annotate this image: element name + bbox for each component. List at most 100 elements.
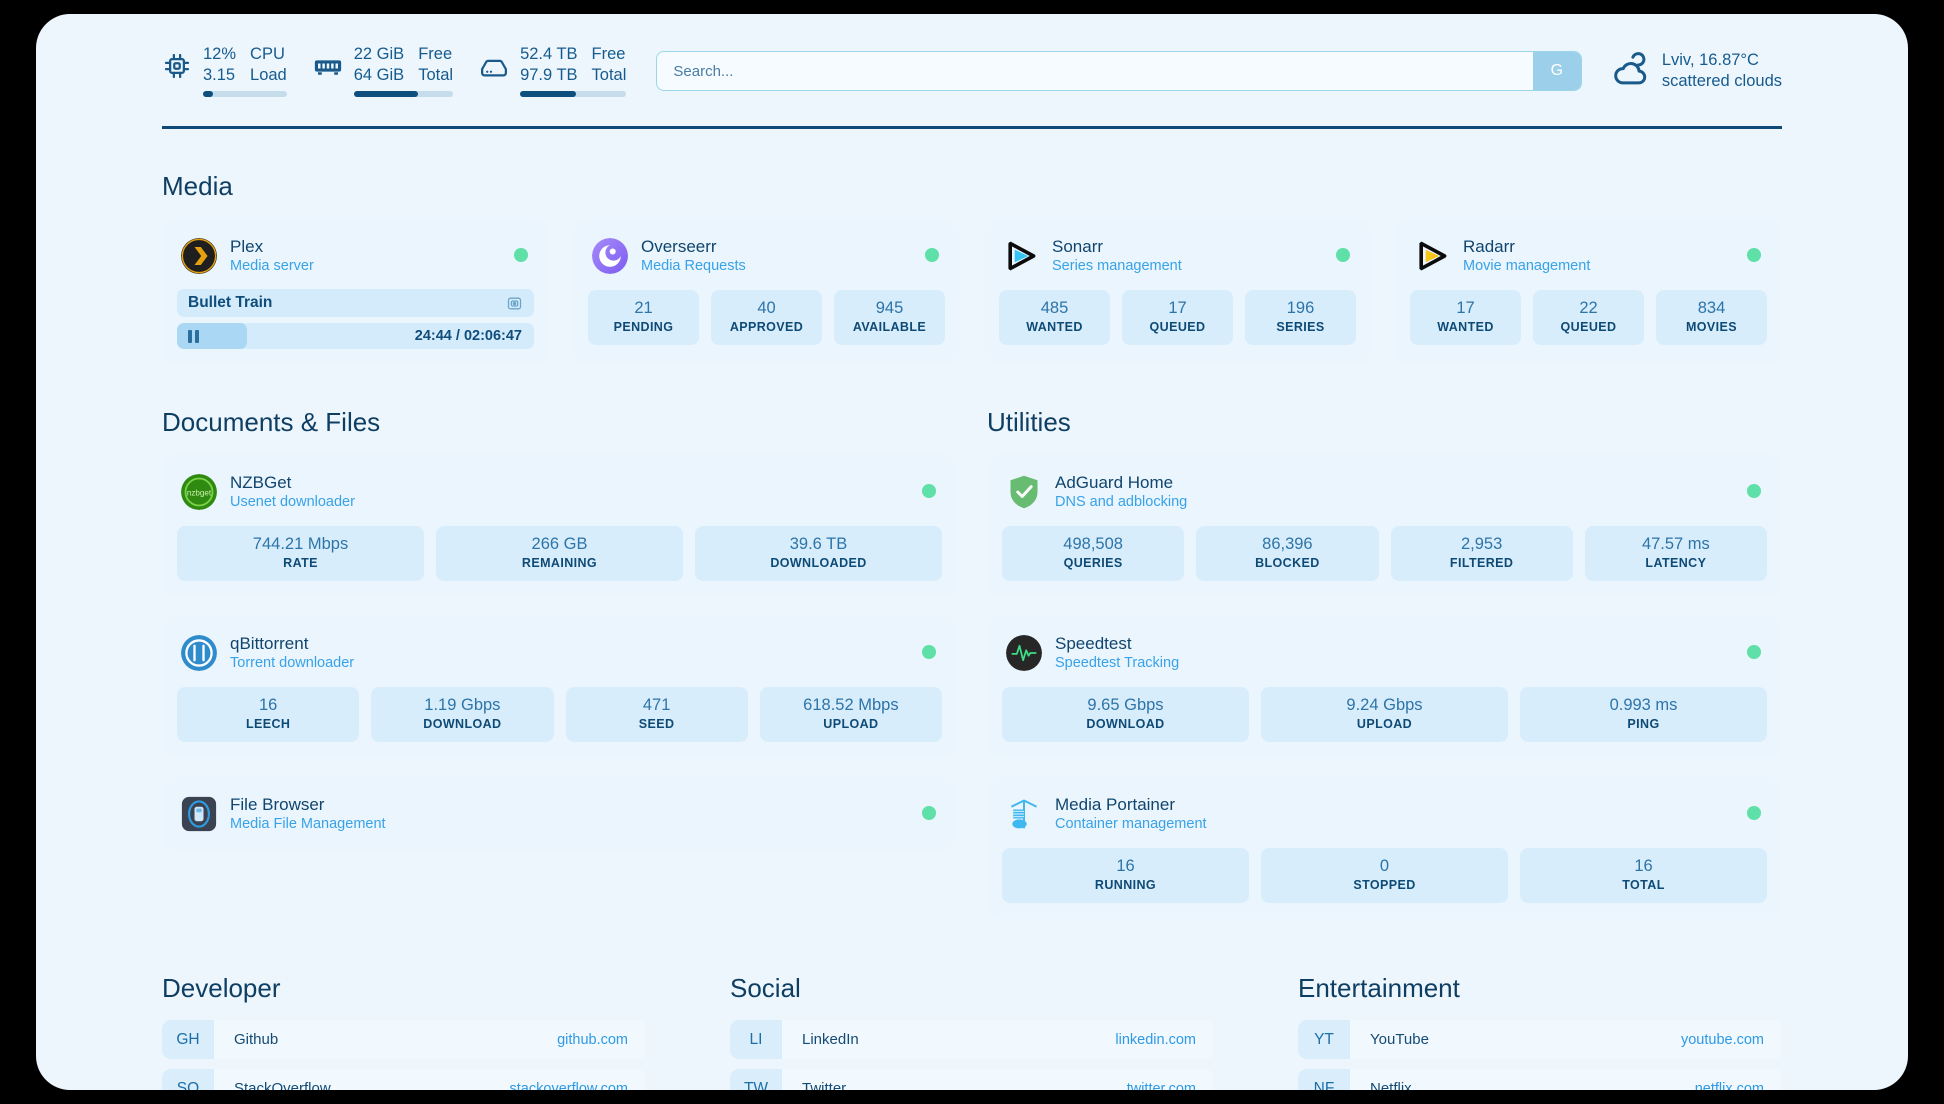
stat-tile-label: WANTED <box>1437 320 1494 334</box>
stat-tile: 16 RUNNING <box>1002 848 1249 903</box>
service-card[interactable]: Media Portainer Container management 16 RUN… <box>987 776 1782 919</box>
stat-tile-label: LEECH <box>245 717 291 731</box>
service-card-header[interactable]: Radarr Movie management <box>1410 233 1767 276</box>
service-card[interactable]: AdGuard Home DNS and adblocking 498,508 QUE… <box>987 454 1782 597</box>
service-card-header[interactable]: nzbget NZBGet Usenet downloader <box>177 469 942 512</box>
service-subtitle: Usenet downloader <box>230 494 355 510</box>
service-card-text: Sonarr Series management <box>1052 236 1182 276</box>
section-title-media: Media <box>162 171 233 201</box>
dashboard-root: 12% 3.15 CPU Load 22 GiB 64 GiB Free Total 52.4 … <box>36 14 1908 1090</box>
service-card[interactable]: File Browser Media File Management <box>162 776 957 850</box>
service-card[interactable]: nzbget NZBGet Usenet downloader 744.21 Mbps… <box>162 454 957 597</box>
bookmark-name: Github <box>234 1031 279 1048</box>
service-name: AdGuard Home <box>1055 473 1174 492</box>
stat-progress-bar <box>520 90 627 97</box>
stat-tile-value: 16 <box>1634 857 1653 875</box>
status-badge <box>514 247 528 262</box>
utilities-card-list: AdGuard Home DNS and adblocking 498,508 QUE… <box>987 454 1782 919</box>
service-card-text: Speedtest Speedtest Tracking <box>1055 633 1179 673</box>
service-stat-tiles: 9.65 Gbps DOWNLOAD 9.24 Gbps UPLOAD 0.993 ms… <box>1002 687 1767 742</box>
speedtest-icon <box>1006 635 1042 671</box>
stat-tile-value: 0.993 ms <box>1609 696 1678 714</box>
filebrowser-icon <box>181 796 217 832</box>
stat-tile-value: 2,953 <box>1460 535 1503 553</box>
stat-text: Free <box>418 44 453 63</box>
main-content: Media Plex Media server Bullet Train 24:44 … <box>36 171 1908 1090</box>
service-card-header[interactable]: qBittorrent Torrent downloader <box>177 630 942 673</box>
service-card[interactable]: Overseerr Media Requests 21 PENDING 40 APPROV… <box>573 218 960 365</box>
search-submit-button[interactable]: G <box>1532 52 1581 90</box>
bookmark-list: YT YouTube youtube.com NF Netflix netflix.com… <box>1298 1020 1782 1090</box>
svg-text:nzbget: nzbget <box>187 489 212 498</box>
bookmark-item[interactable]: GH Github github.com <box>162 1020 646 1059</box>
bookmark-url: github.com <box>557 1031 628 1048</box>
service-card[interactable]: Radarr Movie management 17 WANTED 22 QUEUED 83… <box>1395 218 1782 365</box>
service-stat-tiles: 17 WANTED 22 QUEUED 834 MOVIES <box>1410 290 1767 345</box>
bookmark-item[interactable]: SO StackOverflow stackoverflow.com <box>162 1069 646 1090</box>
cast-icon[interactable] <box>506 295 523 312</box>
stat-tile: 0.993 ms PING <box>1520 687 1767 742</box>
service-card[interactable]: Plex Media server Bullet Train 24:44 / 02:0… <box>162 218 549 365</box>
stat-text: 97.9 TB <box>520 65 578 84</box>
bookmark-name: LinkedIn <box>802 1031 859 1048</box>
now-playing-title: Bullet Train <box>188 294 273 311</box>
stat-tile: 266 GB REMAINING <box>436 526 683 581</box>
service-subtitle: Media server <box>230 258 314 274</box>
service-card[interactable]: qBittorrent Torrent downloader 16 LEECH 1.19… <box>162 615 957 758</box>
service-name: Overseerr <box>641 237 717 256</box>
qbittorrent-icon <box>181 635 217 671</box>
sonarr-icon <box>1003 238 1039 274</box>
stat-tile-label: MOVIES <box>1685 320 1738 334</box>
stat-text: 3.15 <box>203 65 236 84</box>
service-card[interactable]: Sonarr Series management 485 WANTED 17 QUEUED… <box>984 218 1371 365</box>
stat-values-col: Free Total <box>418 44 453 85</box>
service-subtitle: Media Requests <box>641 258 746 274</box>
service-card-header[interactable]: AdGuard Home DNS and adblocking <box>1002 469 1767 512</box>
service-subtitle: Media File Management <box>230 816 386 832</box>
bookmark-item[interactable]: NF Netflix netflix.com <box>1298 1069 1782 1090</box>
search-area: G <box>626 51 1611 91</box>
bookmark-url: stackoverflow.com <box>509 1080 628 1091</box>
search-box[interactable]: G <box>656 51 1582 91</box>
cloud-icon <box>1612 52 1650 90</box>
stat-text: 22 GiB <box>353 44 405 63</box>
stat-tile-label: PENDING <box>613 320 674 334</box>
service-card-header[interactable]: Plex Media server <box>177 233 534 276</box>
service-card-header[interactable]: Media Portainer Container management <box>1002 791 1767 834</box>
stat-values-col: 12% 3.15 <box>203 44 236 85</box>
service-card-header[interactable]: File Browser Media File Management <box>177 791 942 834</box>
documents-column: Documents & Files nzbget NZBGet Usenet dow… <box>162 365 957 919</box>
stat-tile-label: QUERIES <box>1063 556 1123 570</box>
stat-tile-value: 16 <box>1116 857 1135 875</box>
service-name: Media Portainer <box>1055 795 1176 814</box>
stat-tile-label: QUEUED <box>1560 320 1617 334</box>
stat-tile: 2,953 FILTERED <box>1390 526 1573 581</box>
service-stat-tiles: 485 WANTED 17 QUEUED 196 SERIES <box>999 290 1356 345</box>
service-card-header[interactable]: Overseerr Media Requests <box>588 233 945 276</box>
pause-icon[interactable] <box>188 329 199 343</box>
stat-tile-label: WANTED <box>1026 320 1083 334</box>
stat-tile-label: RUNNING <box>1094 878 1157 892</box>
media-card-grid: Plex Media server Bullet Train 24:44 / 02:0… <box>162 218 1782 365</box>
search-input[interactable] <box>657 52 1533 90</box>
stat-tile: 1.19 Gbps DOWNLOAD <box>371 687 554 742</box>
stat-values-col: 52.4 TB 97.9 TB <box>520 44 577 85</box>
service-card-header[interactable]: Speedtest Speedtest Tracking <box>1002 630 1767 673</box>
now-playing-progress[interactable]: 24:44 / 02:06:47 <box>177 323 534 349</box>
stat-progress-bar <box>353 90 454 97</box>
bookmark-item[interactable]: YT YouTube youtube.com <box>1298 1020 1782 1059</box>
service-card-text: Radarr Movie management <box>1463 236 1590 276</box>
stat-tile-value: 40 <box>757 299 776 317</box>
service-card-header[interactable]: Sonarr Series management <box>999 233 1356 276</box>
bookmark-item[interactable]: TW Twitter twitter.com <box>730 1069 1214 1090</box>
bookmark-item[interactable]: LI LinkedIn linkedin.com <box>730 1020 1214 1059</box>
adguard-icon <box>1006 474 1042 510</box>
stat-tile-value: 945 <box>875 299 904 317</box>
stat-tile-label: SERIES <box>1276 320 1325 334</box>
service-card[interactable]: Speedtest Speedtest Tracking 9.65 Gbps DOWN… <box>987 615 1782 758</box>
overseerr-icon <box>592 238 628 274</box>
stat-tile-label: PING <box>1627 717 1660 731</box>
disk-icon <box>479 51 509 81</box>
bookmark-group: Social LI LinkedIn linkedin.com TW Twitter twi… <box>730 973 1214 1090</box>
stat-tile: 21 PENDING <box>588 290 699 345</box>
